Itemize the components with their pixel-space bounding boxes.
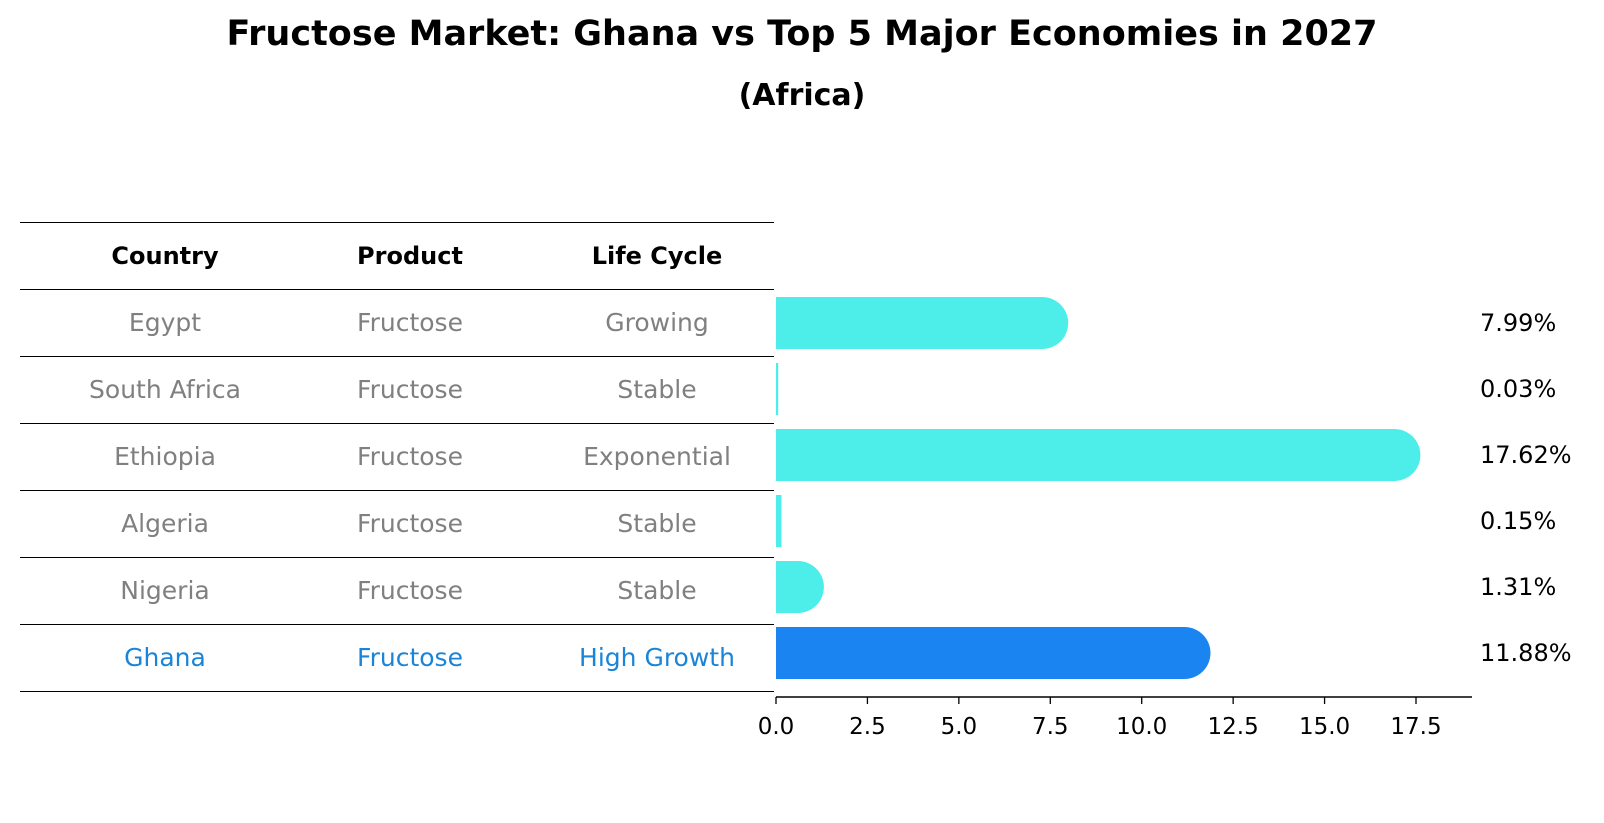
product-cell: Fructose: [357, 308, 463, 337]
table-row: Ghana Fructose High Growth: [20, 625, 774, 692]
bar-ghana: [776, 627, 1211, 679]
life-cycle-cell: Stable: [617, 375, 697, 404]
table-row: Egypt Fructose Growing: [20, 290, 774, 357]
bar-ethiopia: [776, 429, 1421, 481]
table-row: Ethiopia Fructose Exponential: [20, 424, 774, 491]
table-row: South Africa Fructose Stable: [20, 357, 774, 424]
table-row: Algeria Fructose Stable: [20, 491, 774, 558]
value-label: 1.31%: [1480, 573, 1556, 601]
x-tick-label: 7.5: [1032, 714, 1069, 740]
product-cell: Fructose: [357, 375, 463, 404]
x-tick-label: 12.5: [1208, 714, 1259, 740]
table-row: Nigeria Fructose Stable: [20, 558, 774, 625]
life-cycle-cell: Stable: [617, 576, 697, 605]
country-cell: Nigeria: [120, 576, 210, 605]
country-cell: Egypt: [128, 308, 202, 337]
life-cycle-cell: High Growth: [579, 643, 735, 672]
life-cycle-cell: Stable: [617, 509, 697, 538]
value-label: 7.99%: [1480, 309, 1556, 337]
country-cell: Ghana: [124, 643, 206, 672]
x-tick-label: 0.0: [758, 714, 795, 740]
x-tick-label: 10.0: [1116, 714, 1167, 740]
x-tick-label: 15.0: [1299, 714, 1350, 740]
header-product: Product: [357, 242, 463, 270]
product-cell: Fructose: [357, 643, 463, 672]
bar-nigeria: [776, 561, 824, 613]
product-cell: Fructose: [357, 442, 463, 471]
x-tick-label: 17.5: [1390, 714, 1441, 740]
table-header-row: Country Product Life Cycle: [20, 222, 774, 290]
chart-title: Fructose Market: Ghana vs Top 5 Major Ec…: [226, 14, 1378, 54]
life-cycle-cell: Exponential: [583, 442, 731, 471]
header-country: Country: [111, 242, 219, 270]
chart-subtitle: (Africa): [738, 78, 866, 113]
value-label: 0.15%: [1480, 507, 1556, 535]
bar-algeria: [776, 495, 782, 547]
bar-egypt: [776, 297, 1069, 349]
product-cell: Fructose: [357, 509, 463, 538]
data-table: Country Product Life Cycle Egypt Fructos…: [20, 222, 774, 692]
value-label: 17.62%: [1480, 441, 1572, 469]
value-label: 0.03%: [1480, 375, 1556, 403]
value-label: 11.88%: [1480, 639, 1572, 667]
x-tick-label: 2.5: [849, 714, 886, 740]
country-cell: South Africa: [89, 375, 241, 404]
x-tick-label: 5.0: [941, 714, 978, 740]
country-cell: Algeria: [121, 509, 209, 538]
bar-south-africa: [776, 363, 779, 415]
header-life-cycle: Life Cycle: [591, 242, 723, 270]
product-cell: Fructose: [357, 576, 463, 605]
country-cell: Ethiopia: [114, 442, 216, 471]
life-cycle-cell: Growing: [605, 308, 709, 337]
